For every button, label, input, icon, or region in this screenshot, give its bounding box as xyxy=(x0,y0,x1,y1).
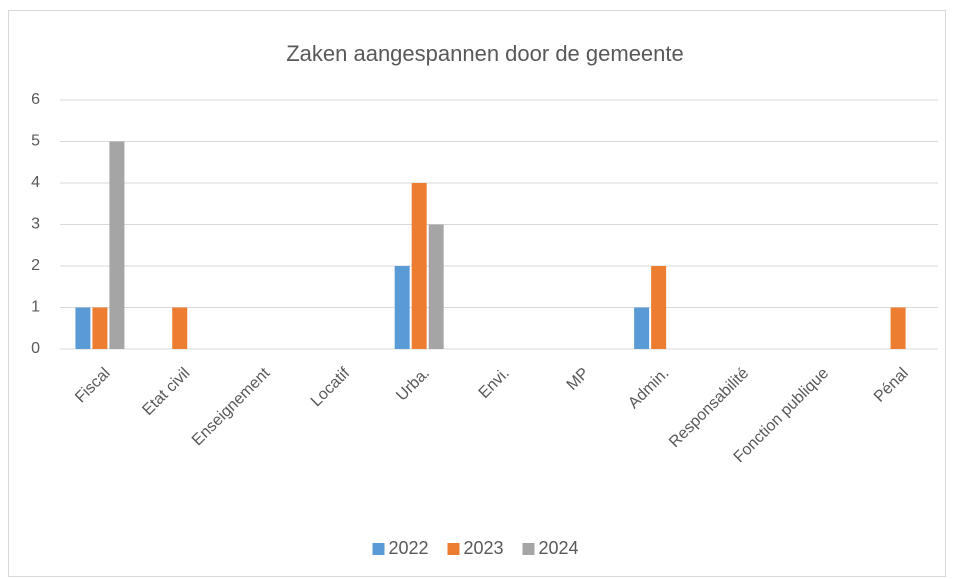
y-tick-label: 0 xyxy=(31,340,40,357)
legend-label: 2023 xyxy=(464,538,504,558)
y-tick-label: 3 xyxy=(31,216,40,233)
bar xyxy=(890,307,906,349)
bar xyxy=(634,307,650,349)
bar xyxy=(92,307,108,349)
bar xyxy=(75,307,91,349)
bar xyxy=(428,224,444,349)
bar xyxy=(651,266,667,349)
legend-label: 2022 xyxy=(389,538,429,558)
legend-swatch xyxy=(447,543,460,555)
chart-title: Zaken aangespannen door de gemeente xyxy=(286,41,684,66)
y-tick-label: 1 xyxy=(31,299,40,316)
bar xyxy=(411,183,427,349)
legend-swatch xyxy=(372,543,385,555)
bar xyxy=(172,307,188,349)
legend-label: 2024 xyxy=(539,538,579,558)
legend-swatch xyxy=(522,543,535,555)
chart-border xyxy=(8,10,946,577)
y-tick-label: 2 xyxy=(31,257,40,274)
bar xyxy=(109,141,125,349)
y-tick-label: 6 xyxy=(31,91,40,108)
y-tick-label: 5 xyxy=(31,133,40,150)
bar xyxy=(394,266,410,349)
y-tick-label: 4 xyxy=(31,174,40,191)
